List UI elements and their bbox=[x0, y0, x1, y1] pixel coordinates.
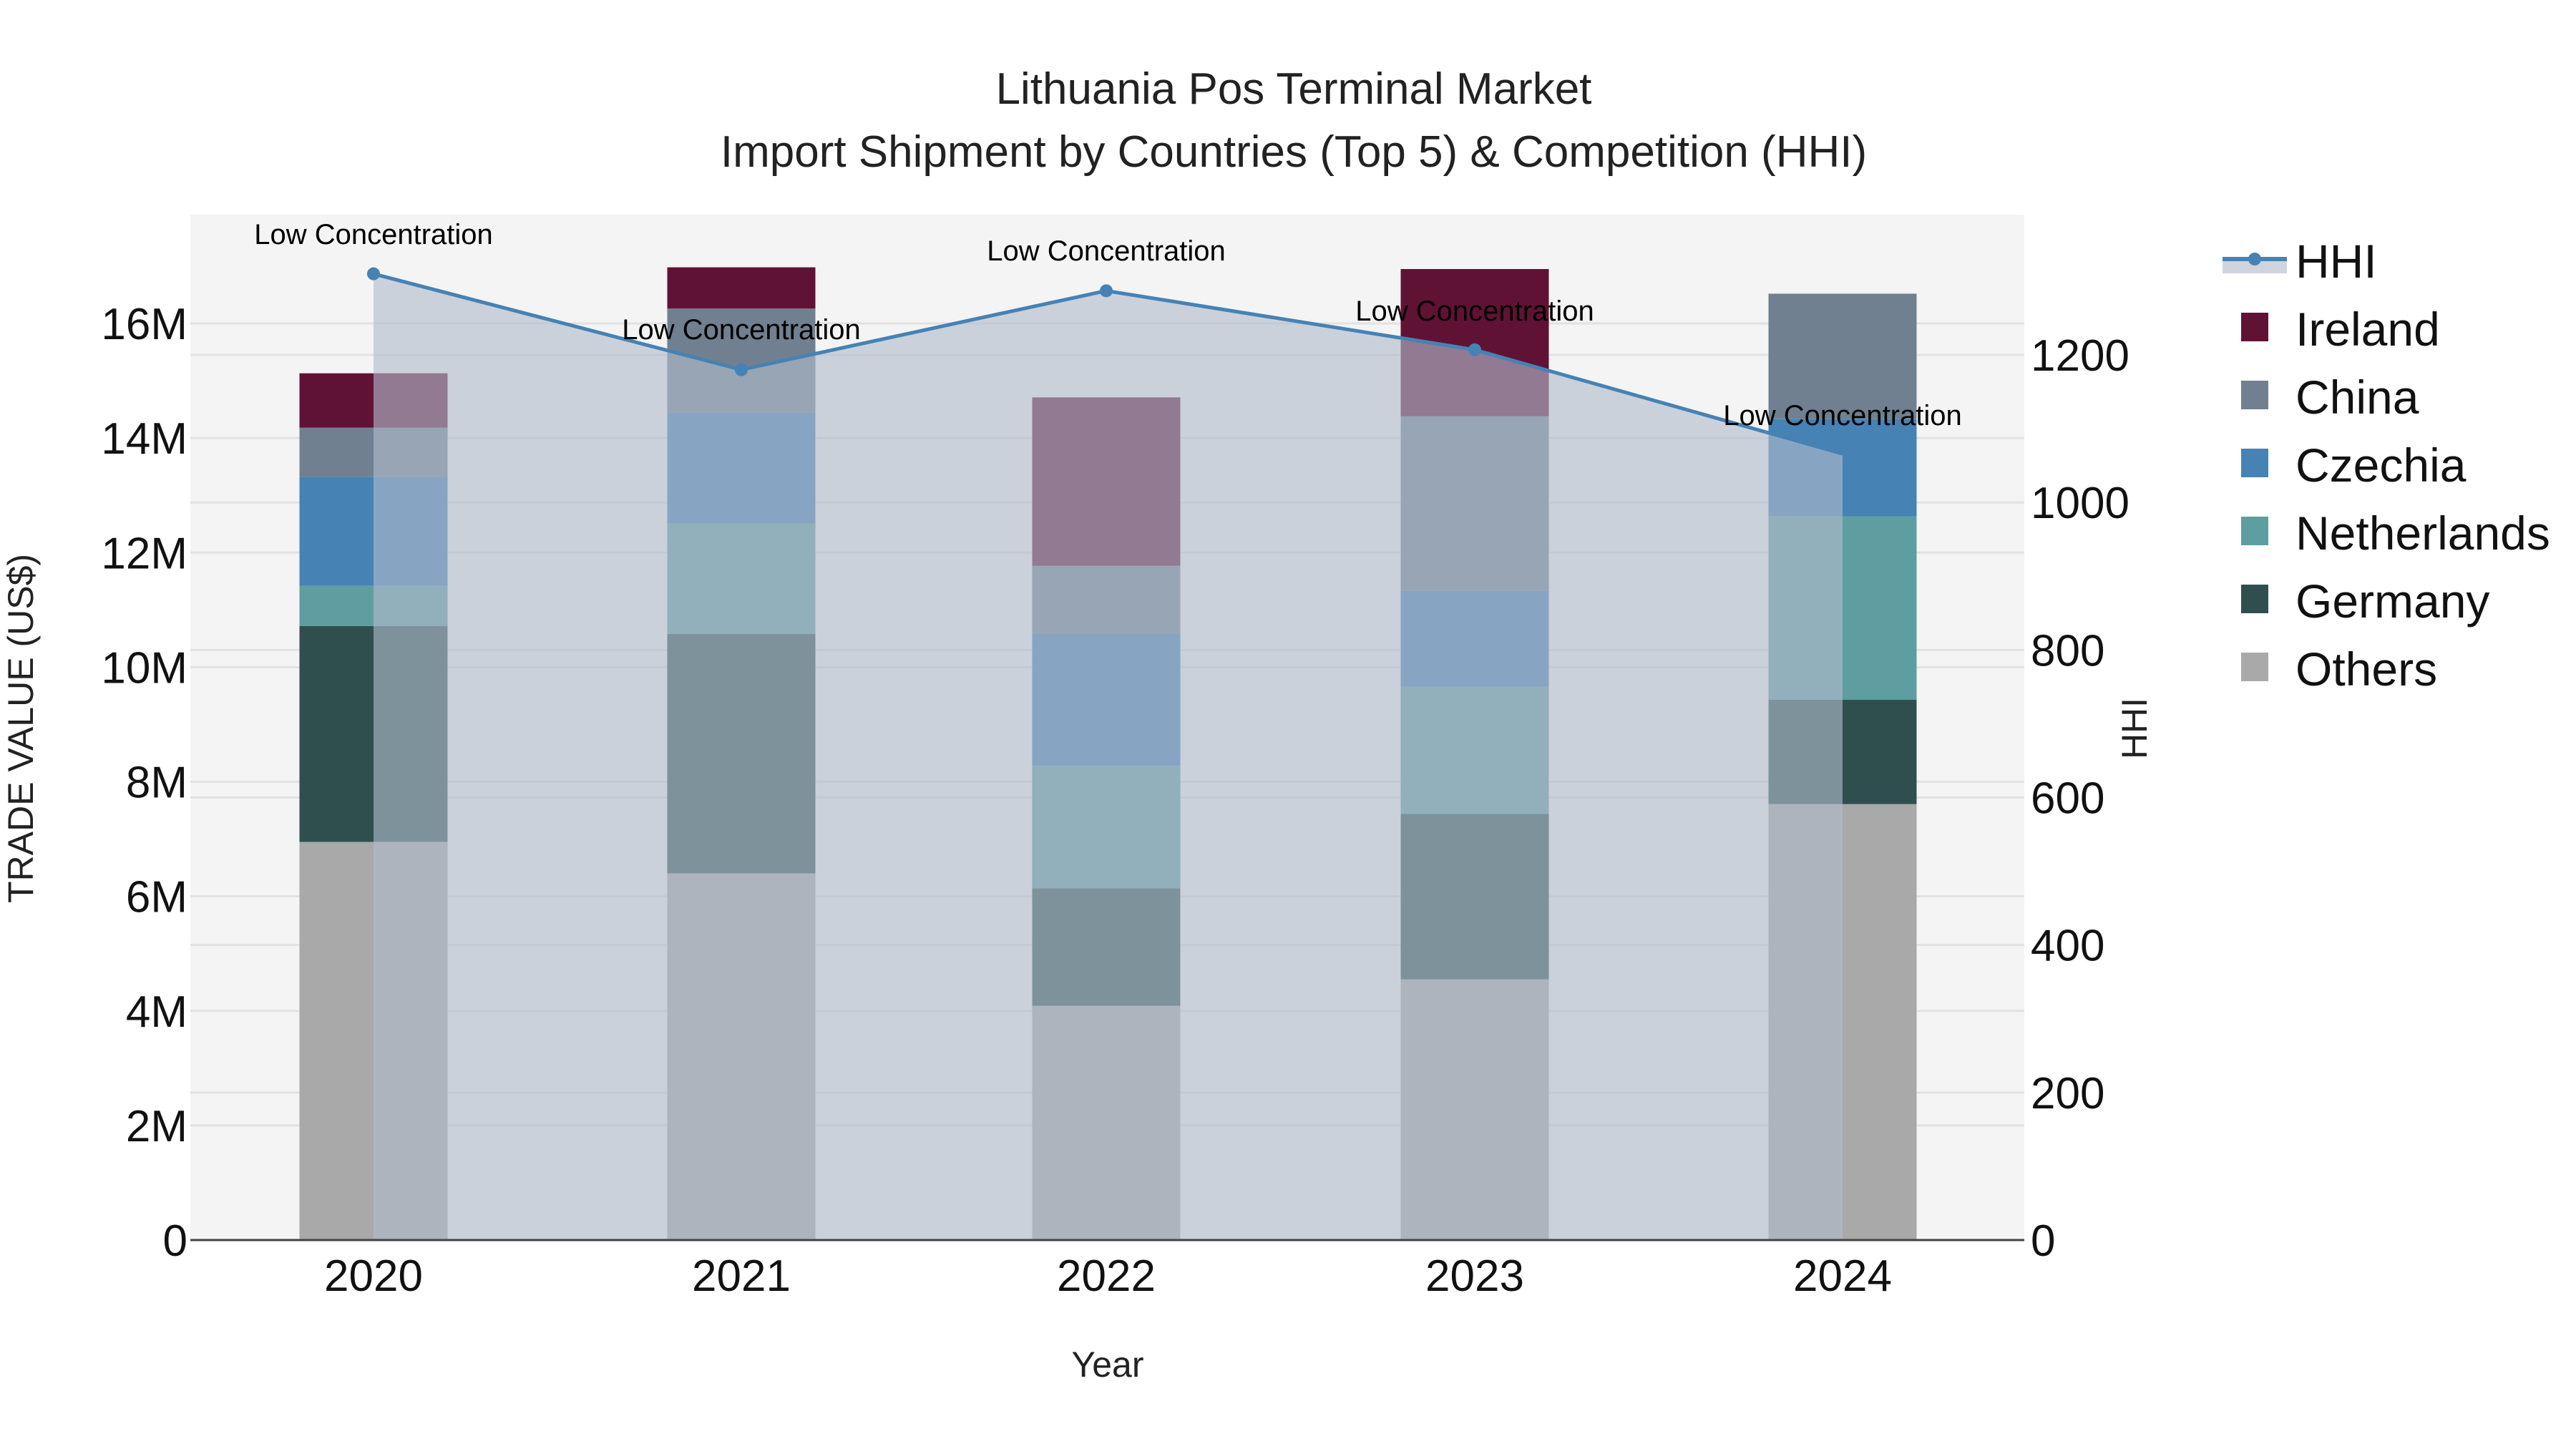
x-tick-label: 2023 bbox=[1425, 1252, 1524, 1301]
y-left-tick-label: 2M bbox=[126, 1102, 187, 1151]
legend-label: Others bbox=[2296, 643, 2437, 696]
x-tick-label: 2022 bbox=[1057, 1252, 1156, 1301]
y-right-tick-label: 200 bbox=[2031, 1069, 2104, 1118]
legend-item-others: Others bbox=[2241, 643, 2437, 696]
bar-segment-china bbox=[1768, 293, 1917, 419]
legend-label: Germany bbox=[2296, 575, 2489, 628]
hhi-marker bbox=[1100, 284, 1113, 298]
hhi-line bbox=[367, 267, 1843, 456]
legend-item-ireland: Ireland bbox=[2241, 303, 2440, 356]
y-axis-left-title: TRADE VALUE (US$) bbox=[1, 554, 41, 903]
hhi-annotation: Low Concentration bbox=[1723, 400, 1962, 431]
y-left-tick-label: 12M bbox=[101, 529, 187, 578]
y-left-tick-label: 14M bbox=[101, 414, 187, 464]
hhi-marker bbox=[367, 267, 380, 280]
y-right-tick-label: 600 bbox=[2031, 774, 2104, 824]
hhi-legend-fill-icon bbox=[2223, 259, 2287, 273]
hhi-marker bbox=[1468, 343, 1481, 356]
y-right-tick-label: 800 bbox=[2031, 626, 2104, 675]
hhi-annotation: Low Concentration bbox=[254, 219, 493, 250]
y-right-tick-label: 1000 bbox=[2031, 479, 2129, 528]
chart-title-line2: Import Shipment by Countries (Top 5) & C… bbox=[721, 127, 1867, 177]
y-axis-left-ticks: 0 2M 4M 6M 8M 10M 12M 14M 16M bbox=[101, 300, 187, 1266]
hhi-annotation: Low Concentration bbox=[622, 314, 861, 346]
legend-swatch-icon bbox=[2241, 449, 2268, 477]
x-axis-title: Year bbox=[1071, 1345, 1143, 1385]
legend-item-netherlands: Netherlands bbox=[2241, 507, 2550, 560]
y-left-tick-label: 4M bbox=[126, 987, 187, 1037]
y-right-tick-label: 1200 bbox=[2031, 331, 2129, 381]
chart-title-line1: Lithuania Pos Terminal Market bbox=[996, 64, 1592, 114]
legend-label: HHI bbox=[2296, 235, 2377, 288]
x-axis-ticks: 2020 2021 2022 2023 2024 bbox=[324, 1252, 1892, 1301]
legend-swatch-icon bbox=[2241, 517, 2268, 545]
y-left-tick-label: 6M bbox=[126, 873, 187, 922]
y-axis-right-ticks: 0 200 400 600 800 1000 1200 bbox=[2031, 331, 2129, 1266]
legend-label: Czechia bbox=[2296, 439, 2467, 492]
y-axis-right-title: HHI bbox=[2114, 698, 2155, 759]
legend-swatch-icon bbox=[2241, 585, 2268, 613]
x-tick-label: 2024 bbox=[1793, 1252, 1892, 1301]
legend-item-hhi: HHI bbox=[2223, 235, 2377, 288]
legend-swatch-icon bbox=[2241, 313, 2268, 341]
y-left-tick-label: 10M bbox=[101, 643, 187, 693]
hhi-annotation: Low Concentration bbox=[1355, 296, 1594, 327]
legend-label: Netherlands bbox=[2296, 507, 2550, 560]
y-right-tick-label: 400 bbox=[2031, 922, 2104, 971]
hhi-annotations: Low Concentration Low Concentration Low Co… bbox=[254, 219, 1962, 431]
x-tick-label: 2021 bbox=[692, 1252, 791, 1301]
hhi-marker bbox=[735, 363, 748, 376]
legend-item-czechia: Czechia bbox=[2241, 439, 2467, 492]
legend-item-china: China bbox=[2241, 371, 2419, 424]
y-left-tick-label: 0 bbox=[163, 1216, 187, 1266]
legend-item-germany: Germany bbox=[2241, 575, 2489, 628]
y-left-tick-label: 8M bbox=[126, 758, 187, 808]
y-right-tick-label: 0 bbox=[2031, 1216, 2055, 1266]
legend: HHI Ireland China Czechia Netherlands Germany… bbox=[2223, 235, 2550, 696]
hhi-area bbox=[374, 273, 1843, 1241]
y-left-tick-label: 16M bbox=[101, 300, 187, 349]
x-tick-label: 2020 bbox=[324, 1252, 423, 1301]
legend-label: China bbox=[2296, 371, 2419, 424]
bar-segment-ireland bbox=[667, 267, 816, 309]
hhi-annotation: Low Concentration bbox=[987, 235, 1226, 267]
hhi-legend-marker-icon bbox=[2248, 253, 2261, 265]
hhi-area-fill bbox=[374, 273, 1843, 1241]
legend-swatch-icon bbox=[2241, 381, 2268, 409]
legend-label: Ireland bbox=[2296, 303, 2440, 356]
legend-swatch-icon bbox=[2241, 653, 2268, 681]
